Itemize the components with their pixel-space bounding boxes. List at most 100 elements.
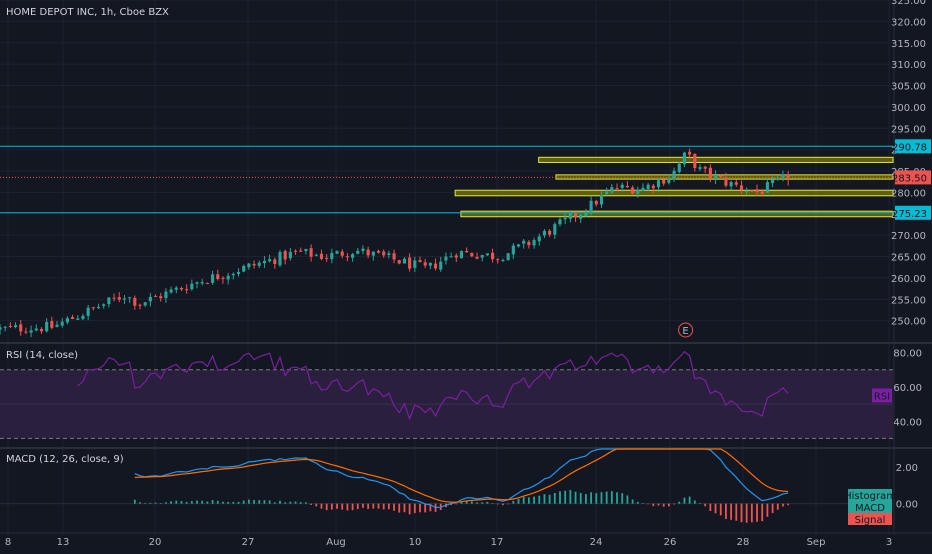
histogram-bar — [678, 501, 681, 504]
candle-body — [584, 212, 588, 216]
candle-body — [480, 255, 484, 258]
histogram-bar — [709, 503, 712, 511]
histogram-bar — [185, 501, 188, 504]
candle-body — [599, 195, 604, 205]
candle — [351, 252, 355, 262]
candles — [0, 148, 790, 338]
histogram-bar — [688, 496, 691, 504]
histogram-bar — [165, 502, 167, 504]
candle — [304, 248, 308, 255]
candle — [314, 253, 318, 257]
histogram-bar — [273, 502, 276, 504]
candle — [376, 249, 381, 254]
histogram-bar — [284, 502, 287, 504]
series-tag: MACD — [855, 503, 885, 514]
candle — [34, 324, 38, 332]
candle-body — [159, 296, 163, 299]
candle-body — [734, 182, 738, 185]
candle-body — [102, 304, 106, 306]
candle-body — [60, 321, 64, 326]
x-tick-label: 27 — [242, 537, 255, 548]
candle — [771, 176, 775, 188]
candle-body — [45, 321, 49, 332]
candle-body — [262, 260, 266, 264]
candle — [688, 148, 692, 159]
candle — [667, 174, 671, 185]
histogram-bar — [662, 503, 665, 507]
candle-body — [402, 258, 406, 264]
candle-body — [0, 327, 2, 330]
candle — [211, 270, 215, 285]
level-tag-bg — [895, 139, 931, 154]
histogram-bar — [522, 496, 525, 504]
histogram-bar — [393, 503, 395, 511]
candle — [117, 292, 121, 303]
histogram-bar — [782, 503, 784, 507]
histogram-bar — [776, 503, 779, 510]
candle — [776, 176, 780, 181]
candle — [527, 239, 531, 249]
histogram-bar — [211, 500, 214, 504]
candle-body — [667, 178, 671, 183]
histogram-bar — [413, 503, 416, 514]
candle-body — [351, 254, 355, 258]
histogram-bar — [652, 503, 655, 507]
histogram-bar — [330, 503, 333, 510]
histogram-bar — [279, 500, 281, 504]
candle — [174, 286, 178, 294]
histogram-bar — [450, 503, 453, 506]
candle — [594, 199, 598, 207]
support-resistance-zone — [454, 189, 894, 197]
histogram-bar — [595, 493, 598, 504]
candle — [195, 281, 199, 289]
rsi-tick-label: 80.00 — [893, 349, 922, 360]
candle-body — [651, 185, 655, 189]
price-tick-label: 270.00 — [891, 231, 926, 242]
candle — [708, 164, 712, 183]
x-tick-label: 24 — [590, 537, 603, 548]
candle-body — [71, 317, 75, 319]
candle-body — [138, 304, 142, 306]
histogram-bar — [574, 491, 577, 504]
rsi-title: RSI (14, close) — [6, 350, 78, 361]
candle-body — [776, 177, 780, 180]
candle — [278, 249, 282, 268]
price-tick-label: 315.00 — [891, 39, 926, 50]
candle — [200, 279, 204, 286]
candle — [750, 190, 754, 193]
candle-body — [703, 166, 707, 169]
histogram-bar — [527, 497, 530, 504]
candle — [226, 272, 230, 285]
candle-body — [563, 217, 567, 220]
candle-body — [392, 253, 396, 260]
x-tick-label: Sep — [807, 537, 826, 548]
candle — [625, 181, 629, 189]
histogram-bar — [149, 502, 152, 504]
histogram-bar — [196, 500, 198, 504]
histogram-bar — [667, 503, 670, 507]
histogram-bar — [175, 500, 178, 504]
price-tick-label: 250.00 — [891, 317, 926, 328]
price-tick-label: 260.00 — [891, 274, 926, 285]
candle-body — [771, 179, 775, 184]
histogram-bar — [750, 503, 753, 523]
candle — [216, 269, 220, 281]
candle-body — [236, 272, 241, 274]
candle — [563, 213, 567, 225]
candle-body — [8, 325, 12, 327]
candle — [29, 325, 33, 338]
macd-tick-label: 0.00 — [896, 500, 918, 511]
candle — [599, 191, 604, 208]
candle-body — [195, 282, 199, 284]
histogram-bar — [735, 503, 738, 521]
candle — [506, 252, 510, 261]
x-tick-label: 3 — [886, 537, 892, 548]
candle — [433, 258, 438, 271]
candle-body — [205, 283, 209, 285]
histogram-bar — [585, 494, 587, 504]
candle — [112, 293, 116, 302]
candle — [703, 165, 707, 174]
candle — [340, 249, 344, 259]
